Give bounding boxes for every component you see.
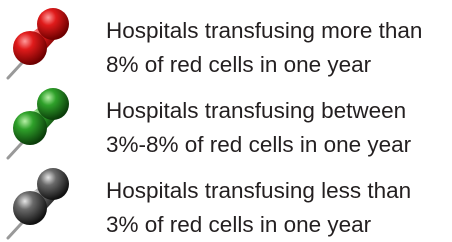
pin-green [8,88,69,158]
legend-text: 3% of red cells in one year [106,212,372,237]
page: Hospitals transfusing more than 8% of re… [0,0,452,242]
pin-red [8,8,69,78]
legend-text: Hospitals transfusing more than [106,18,422,43]
legend-text: 3%-8% of red cells in one year [106,132,412,157]
legend-text: Hospitals transfusing between [106,98,406,123]
legend-text: 8% of red cells in one year [106,52,372,77]
pin-black [8,168,69,238]
legend-text: Hospitals transfusing less than [106,178,411,203]
legend: Hospitals transfusing more than 8% of re… [0,0,452,242]
